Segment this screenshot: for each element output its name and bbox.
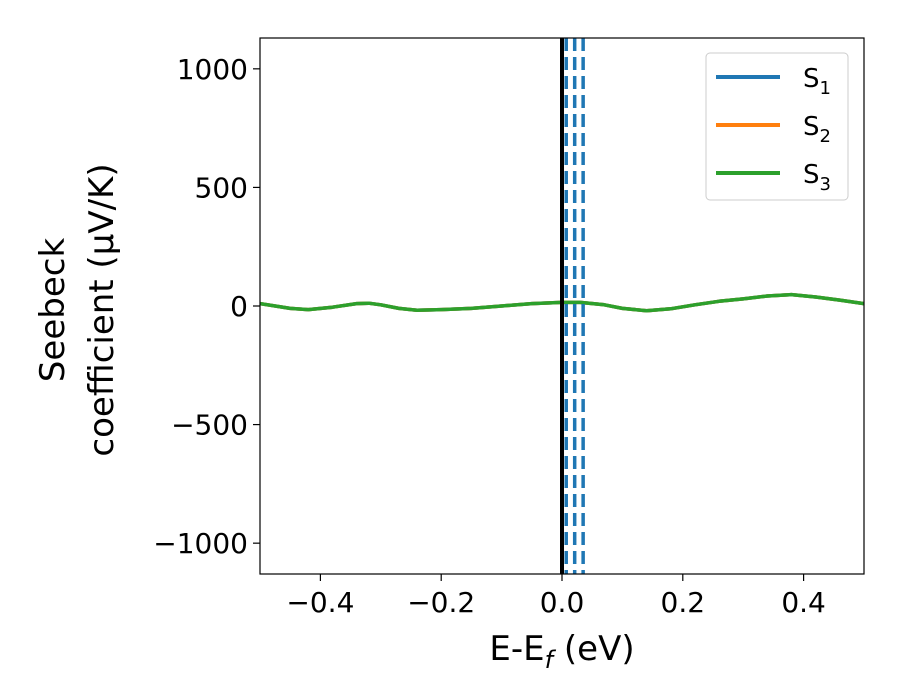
- legend-label-1: S1: [803, 64, 831, 99]
- y-tick-label: −1000: [153, 527, 248, 560]
- y-tick-label: 500: [195, 171, 248, 204]
- x-tick-label: −0.4: [286, 586, 354, 619]
- y-tick-label: −500: [171, 409, 248, 442]
- x-axis-title-unit: (eV): [553, 629, 635, 669]
- x-tick-label: 0.2: [661, 586, 706, 619]
- x-axis-title: E-Ef (eV): [489, 629, 634, 674]
- legend: S1 S2 S3: [705, 52, 849, 201]
- x-tick-label: 0.0: [540, 586, 585, 619]
- y-axis-ticks: −1000 −500 0 500 1000: [153, 53, 260, 560]
- plot-area: [260, 38, 864, 574]
- x-tick-label: −0.2: [407, 586, 475, 619]
- legend-label-3: S3: [803, 160, 831, 195]
- x-tick-label: 0.4: [781, 586, 826, 619]
- legend-items: S1 S2 S3: [716, 64, 831, 195]
- x-axis-ticks: −0.4 −0.2 0.0 0.2 0.4: [286, 574, 826, 619]
- y-tick-label: 1000: [177, 53, 248, 86]
- y-axis-title-line1: Seebeck: [33, 238, 73, 383]
- y-tick-label: 0: [230, 290, 248, 323]
- y-axis-title-line2: coefficient (μV/K): [82, 163, 122, 456]
- legend-label-2: S2: [803, 112, 831, 147]
